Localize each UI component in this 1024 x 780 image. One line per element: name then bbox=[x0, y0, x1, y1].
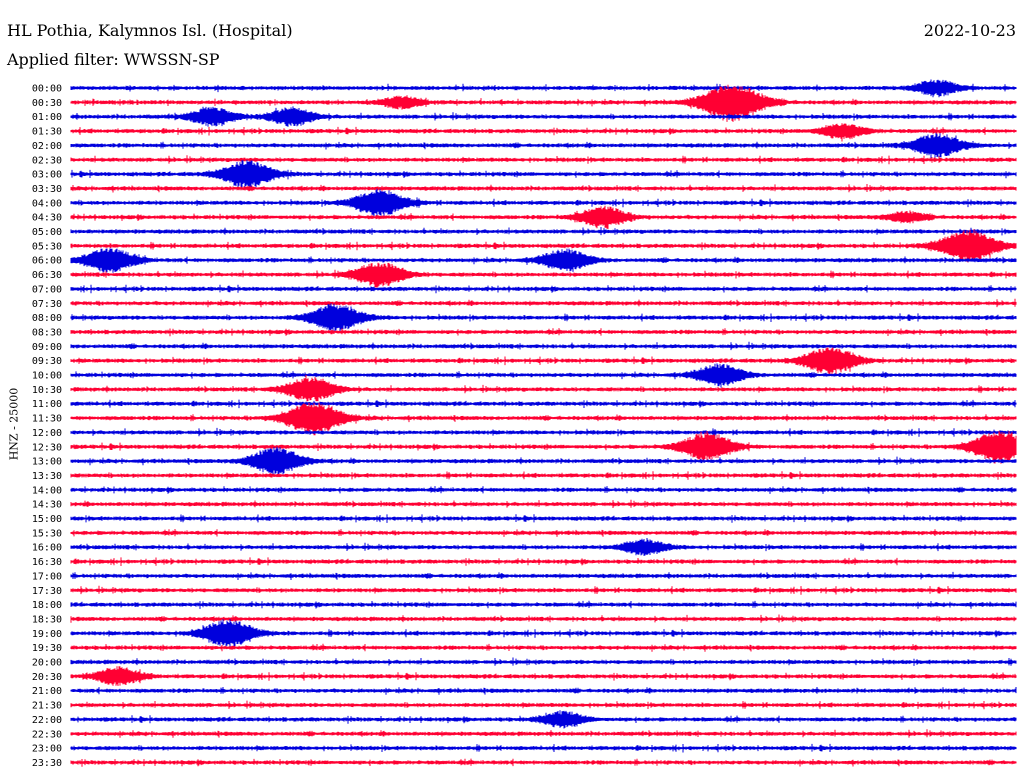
seismic-event-burst bbox=[379, 202, 381, 204]
seismic-event-burst bbox=[291, 116, 292, 118]
row-time-label: 08:30 bbox=[32, 327, 62, 338]
row-time-label: 15:30 bbox=[32, 528, 62, 539]
row-time-label: 19:30 bbox=[32, 643, 62, 654]
row-time-label: 16:30 bbox=[32, 557, 62, 568]
row-time-label: 06:00 bbox=[32, 256, 62, 267]
row-time-label: 23:00 bbox=[32, 744, 62, 755]
row-time-label: 09:30 bbox=[32, 356, 62, 367]
seismic-event-burst bbox=[212, 116, 214, 118]
row-time-label: 08:00 bbox=[32, 313, 62, 324]
filter-label: Applied filter: WWSSN-SP bbox=[7, 50, 220, 69]
row-time-label: 14:30 bbox=[32, 500, 62, 511]
seismic-event-burst bbox=[999, 446, 1001, 448]
seismic-event-burst bbox=[719, 374, 721, 376]
seismic-event-burst bbox=[968, 245, 970, 247]
row-time-label: 06:30 bbox=[32, 270, 62, 281]
seismic-event-burst bbox=[561, 718, 563, 720]
seismic-event-burst bbox=[905, 216, 907, 218]
row-time-label: 07:00 bbox=[32, 284, 62, 295]
row-time-label: 16:00 bbox=[32, 543, 62, 554]
row-time-label: 21:30 bbox=[32, 701, 62, 712]
row-time-label: 22:30 bbox=[32, 729, 62, 740]
seismic-event-burst bbox=[829, 360, 831, 362]
seismic-event-burst bbox=[565, 259, 566, 261]
row-time-label: 10:00 bbox=[32, 371, 62, 382]
row-time-label: 18:30 bbox=[32, 614, 62, 625]
row-time-label: 10:30 bbox=[32, 385, 62, 396]
row-time-label: 18:00 bbox=[32, 600, 62, 611]
seismic-event-burst bbox=[108, 259, 110, 261]
row-time-label: 21:00 bbox=[32, 686, 62, 697]
row-time-label: 02:00 bbox=[32, 141, 62, 152]
row-time-label: 15:00 bbox=[32, 514, 62, 525]
station-title: HL Pothia, Kalymnos Isl. (Hospital) bbox=[7, 21, 293, 40]
seismic-event-burst bbox=[602, 216, 604, 218]
row-time-label: 05:30 bbox=[32, 241, 62, 252]
row-time-label: 11:00 bbox=[32, 399, 62, 410]
seismic-event-burst bbox=[313, 417, 314, 419]
row-time-label: 13:00 bbox=[32, 457, 62, 468]
seismic-event-burst bbox=[246, 173, 248, 175]
row-time-label: 01:30 bbox=[32, 127, 62, 138]
row-time-label: 00:30 bbox=[32, 98, 62, 109]
row-time-label: 04:30 bbox=[32, 213, 62, 224]
seismic-event-burst bbox=[732, 101, 733, 103]
row-time-label: 13:30 bbox=[32, 471, 62, 482]
seismic-event-burst bbox=[643, 546, 645, 548]
date-label: 2022-10-23 bbox=[923, 21, 1016, 40]
row-time-label: 20:30 bbox=[32, 672, 62, 683]
row-time-label: 12:00 bbox=[32, 428, 62, 439]
row-time-label: 20:00 bbox=[32, 658, 62, 669]
row-time-label: 17:30 bbox=[32, 586, 62, 597]
row-time-label: 01:00 bbox=[32, 112, 62, 123]
seismic-event-burst bbox=[117, 675, 119, 677]
seismic-trace-row bbox=[70, 123, 1017, 142]
row-time-label: 05:00 bbox=[32, 227, 62, 238]
seismic-event-burst bbox=[936, 144, 938, 146]
row-time-label: 09:00 bbox=[32, 342, 62, 353]
row-time-label: 03:00 bbox=[32, 170, 62, 181]
row-time-label: 11:30 bbox=[32, 414, 62, 425]
seismic-event-burst bbox=[335, 317, 337, 319]
row-time-label: 03:30 bbox=[32, 184, 62, 195]
row-time-label: 22:00 bbox=[32, 715, 62, 726]
seismic-event-burst bbox=[379, 274, 381, 276]
seismic-event-burst bbox=[401, 101, 403, 103]
seismic-event-burst bbox=[936, 87, 938, 89]
row-time-label: 02:30 bbox=[32, 155, 62, 166]
row-time-label: 07:30 bbox=[32, 299, 62, 310]
seismic-event-burst bbox=[228, 632, 229, 634]
row-time-label: 23:30 bbox=[32, 758, 62, 769]
row-time-label: 04:00 bbox=[32, 198, 62, 209]
row-time-label: 19:00 bbox=[32, 629, 62, 640]
row-time-label: 17:00 bbox=[32, 571, 62, 582]
seismic-event-burst bbox=[309, 388, 311, 390]
seismic-event-burst bbox=[706, 446, 708, 448]
row-time-label: 14:00 bbox=[32, 485, 62, 496]
seismic-event-burst bbox=[842, 130, 844, 132]
seismic-trace-row bbox=[70, 374, 1017, 402]
seismic-event-burst bbox=[275, 460, 277, 462]
row-time-label: 12:30 bbox=[32, 442, 62, 453]
row-time-label: 00:00 bbox=[32, 84, 62, 95]
